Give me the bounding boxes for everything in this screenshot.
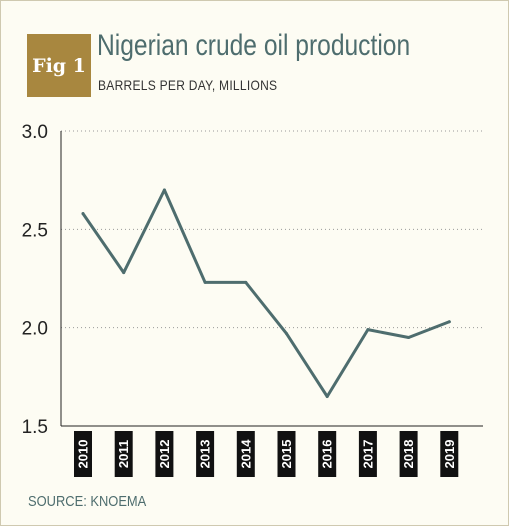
x-tick-label: 2011 <box>116 440 131 468</box>
x-tick-box <box>318 431 337 477</box>
data-point <box>366 328 370 332</box>
x-tick-box <box>399 431 418 477</box>
x-tick-box <box>114 431 133 477</box>
data-point <box>81 212 85 216</box>
x-tick-label: 2018 <box>401 440 416 469</box>
x-tick-label: 2010 <box>76 440 91 469</box>
series-line <box>81 188 451 398</box>
y-tick-label: 1.5 <box>22 417 48 438</box>
y-tick-label: 3.0 <box>22 122 48 143</box>
x-tick-box <box>236 431 255 477</box>
data-point <box>325 395 329 398</box>
x-tick-box <box>196 431 215 477</box>
data-point <box>122 271 126 275</box>
x-tick-label: 2012 <box>157 440 172 469</box>
y-tick-label: 2.0 <box>22 319 48 340</box>
x-tick-label: 2016 <box>320 440 335 469</box>
y-tick-label: 2.5 <box>22 220 48 241</box>
x-tick-box <box>155 431 174 477</box>
x-tick-box <box>440 431 459 477</box>
x-tick-label: 2014 <box>238 439 253 469</box>
x-tick-box <box>74 431 92 477</box>
x-tick-label: 2019 <box>442 440 457 469</box>
source-note: SOURCE: KNOEMA <box>28 493 147 510</box>
data-point <box>244 280 248 284</box>
figure-badge: Fig 1 <box>27 34 91 97</box>
x-tick-box <box>358 431 377 477</box>
data-point <box>447 320 451 324</box>
chart-subtitle: BARRELS PER DAY, MILLIONS <box>98 77 278 93</box>
data-point <box>162 188 166 192</box>
x-tick-label: 2017 <box>360 440 375 469</box>
data-point <box>285 332 288 336</box>
data-point <box>407 336 411 339</box>
x-tick-label: 2015 <box>279 440 294 469</box>
x-tick-box <box>277 431 296 477</box>
x-tick-label: 2013 <box>198 440 213 469</box>
data-point <box>203 280 207 284</box>
chart-title: Nigerian crude oil production <box>97 29 411 62</box>
